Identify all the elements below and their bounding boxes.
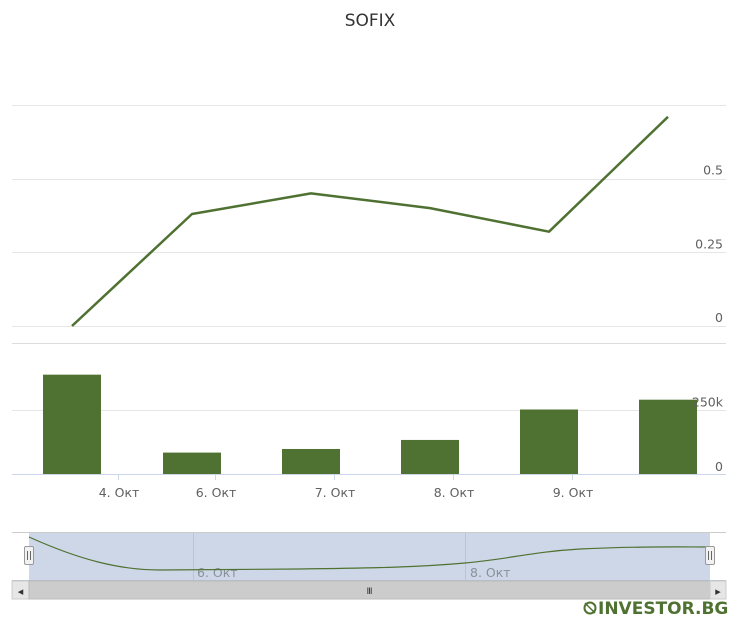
- price-y-tick-label: 0.5: [703, 163, 723, 178]
- x-tick-label: 7. Окт: [315, 485, 356, 500]
- x-tick-label: 8. Окт: [434, 485, 475, 500]
- navigator-tick-label: 6. Окт: [197, 565, 238, 580]
- navigator-right-handle[interactable]: [705, 546, 715, 565]
- navigator-series-line: [28, 536, 711, 571]
- scrollbar-grip-icon: III: [367, 587, 372, 597]
- volume-bar: [282, 448, 340, 474]
- price-series-line: [71, 115, 669, 327]
- logo-text: INVESTOR.BG: [598, 599, 728, 617]
- x-tick-label: 6. Окт: [196, 485, 237, 500]
- chart-title: SOFIX: [345, 11, 396, 31]
- scrollbar[interactable]: ◂ III ▸: [11, 580, 727, 600]
- volume-y-tick-label: 250k: [692, 395, 724, 410]
- volume-y-tick-label: 0: [715, 459, 723, 474]
- navigator-tick-label: 8. Окт: [470, 565, 511, 580]
- volume-bar: [43, 374, 101, 474]
- volume-bar: [401, 439, 459, 474]
- volume-bar: [520, 409, 578, 474]
- chevron-right-icon[interactable]: ▸: [715, 585, 721, 598]
- price-y-axis: 0 0.25 0.5: [695, 163, 723, 325]
- volume-panel: 0 250k 4. Окт 6. Окт 7. Окт 8. Окт 9. Окт: [12, 374, 726, 500]
- investor-bg-logo: INVESTOR.BG: [583, 599, 728, 617]
- volume-bars: [43, 374, 697, 474]
- x-axis: 4. Окт 6. Окт 7. Окт 8. Окт 9. Окт: [99, 474, 594, 500]
- scroll-right-button[interactable]: [709, 580, 727, 600]
- price-gridlines: [12, 105, 726, 327]
- navigator-left-handle[interactable]: [24, 546, 34, 565]
- volume-bar: [163, 452, 221, 474]
- price-y-tick-label: 0: [715, 310, 723, 325]
- volume-y-axis: 0 250k: [692, 395, 724, 475]
- x-tick-label: 4. Окт: [99, 485, 140, 500]
- price-y-tick-label: 0.25: [695, 236, 723, 251]
- navigator-selected-range[interactable]: [29, 533, 710, 580]
- navigator[interactable]: 6. Окт 8. Окт: [12, 532, 726, 581]
- price-panel: 0 0.25 0.5: [12, 105, 726, 327]
- volume-bar: [639, 399, 697, 474]
- x-tick-label: 9. Окт: [553, 485, 594, 500]
- logo-emblem-icon: [583, 601, 597, 615]
- chevron-left-icon[interactable]: ◂: [18, 585, 24, 598]
